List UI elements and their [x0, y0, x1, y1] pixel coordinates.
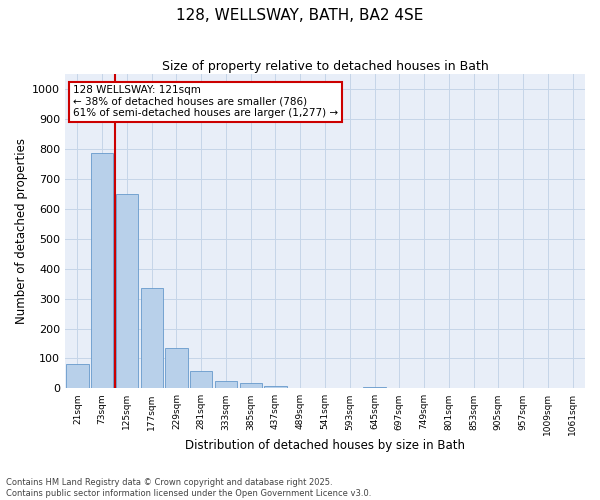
Bar: [215, 381, 237, 388]
Bar: [166, 348, 188, 389]
Y-axis label: Number of detached properties: Number of detached properties: [15, 138, 28, 324]
Bar: [116, 194, 138, 388]
Bar: [66, 364, 89, 388]
Text: 128, WELLSWAY, BATH, BA2 4SE: 128, WELLSWAY, BATH, BA2 4SE: [176, 8, 424, 22]
Title: Size of property relative to detached houses in Bath: Size of property relative to detached ho…: [161, 60, 488, 73]
Bar: [239, 383, 262, 388]
Bar: [140, 288, 163, 388]
Bar: [91, 154, 113, 388]
Bar: [190, 372, 212, 388]
Bar: [265, 386, 287, 388]
Text: Contains HM Land Registry data © Crown copyright and database right 2025.
Contai: Contains HM Land Registry data © Crown c…: [6, 478, 371, 498]
X-axis label: Distribution of detached houses by size in Bath: Distribution of detached houses by size …: [185, 440, 465, 452]
Bar: [364, 387, 386, 388]
Text: 128 WELLSWAY: 121sqm
← 38% of detached houses are smaller (786)
61% of semi-deta: 128 WELLSWAY: 121sqm ← 38% of detached h…: [73, 85, 338, 118]
